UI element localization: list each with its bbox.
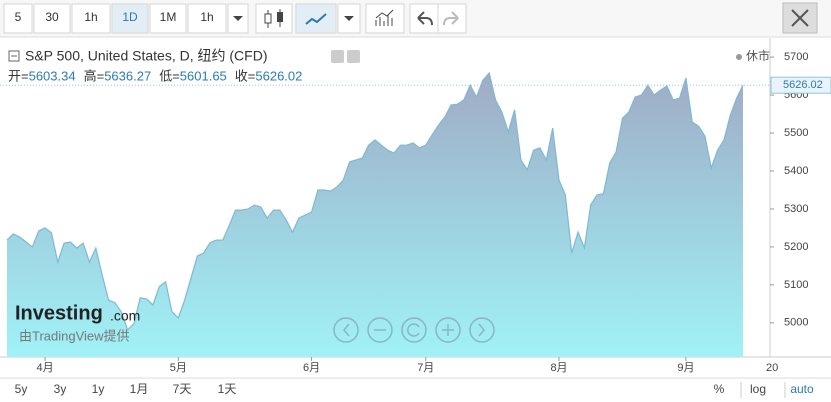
last-price-box [770, 76, 831, 94]
ohlc-value: 5601.65 [180, 68, 227, 83]
y-tick-label: 5100 [784, 279, 808, 291]
scale-option[interactable]: % [714, 382, 725, 396]
interval-label: 30 [45, 10, 59, 24]
y-tick-label: 5500 [784, 127, 808, 139]
range-button[interactable]: 7天 [173, 382, 192, 396]
zoom-in[interactable] [435, 317, 461, 343]
interval-label: 1h [84, 10, 97, 24]
last-price-label: 5626.02 [783, 79, 823, 91]
ohlc-label: 高= [84, 68, 105, 83]
ohlc-value: 5626.02 [255, 68, 302, 83]
y-tick-label: 5300 [784, 203, 808, 215]
x-tick-label: 7月 [417, 362, 434, 374]
y-tick-label: 5400 [784, 165, 808, 177]
interval-button[interactable] [187, 3, 227, 34]
y-tick-label: 5700 [784, 51, 808, 63]
indicators-button[interactable] [365, 3, 405, 34]
x-tick-label: 4月 [37, 362, 54, 374]
watermark-credit: 由TradingView提供 [19, 328, 130, 343]
ohlc-value: 5603.34 [29, 68, 76, 83]
settings-icon[interactable] [331, 50, 344, 63]
interval-label: 1M [160, 10, 177, 24]
range-button[interactable]: 1月 [130, 382, 149, 396]
y-tick-label: 5000 [784, 317, 808, 329]
x-tick-label: 5月 [170, 362, 187, 374]
scale-option[interactable]: log [750, 382, 766, 396]
interval-button[interactable] [149, 3, 187, 34]
interval-button[interactable] [111, 3, 149, 34]
area-button[interactable] [295, 3, 337, 34]
watermark-suffix: .com [110, 308, 140, 324]
zoom-out[interactable] [367, 317, 393, 343]
ohlc-value: 5636.27 [104, 68, 151, 83]
price-line [6, 71, 744, 331]
ohlc-label: 收= [235, 68, 256, 83]
x-tick-label: 20 [766, 362, 778, 374]
interval-label: 1h [200, 10, 213, 24]
x-tick-label: 6月 [303, 362, 320, 374]
interval-label: 5 [15, 10, 22, 24]
range-button[interactable]: 1y [92, 382, 105, 396]
scroll-left[interactable] [333, 317, 359, 343]
ohlc-legend: 开= 5603.34 高= 5636.27 低= 5601.65 收= 5626.02 [8, 68, 302, 83]
area-fill [7, 73, 743, 358]
x-tick-label: 9月 [677, 362, 694, 374]
scale-option[interactable]: auto [790, 382, 814, 396]
chart-title: S&P 500, United States, D, 纽约 (CFD) [25, 48, 268, 64]
bottom-toolbar: 5y 3y 1y 1月 7天 1天% log auto [15, 382, 814, 398]
reset[interactable] [401, 317, 427, 343]
range-button[interactable]: 1天 [218, 382, 237, 396]
interval-button[interactable] [71, 3, 111, 34]
nav-buttons [333, 317, 495, 343]
candles-button[interactable] [255, 3, 293, 34]
watermark-brand: Investing [15, 302, 103, 324]
settings-icon[interactable] [347, 50, 360, 63]
interval-label: 1D [122, 10, 138, 24]
scroll-right[interactable] [469, 317, 495, 343]
ohlc-label: 开= [8, 68, 29, 83]
ohlc-label: 低= [159, 68, 180, 83]
market-status: 休市 [746, 48, 770, 63]
range-button[interactable]: 3y [54, 382, 67, 396]
interval-button[interactable] [33, 3, 71, 34]
x-tick-label: 8月 [550, 362, 567, 374]
interval-button[interactable] [3, 3, 33, 34]
plot-area [6, 71, 744, 358]
y-tick-label: 5200 [784, 241, 808, 253]
range-button[interactable]: 5y [15, 382, 28, 396]
interval-group: 5 30 1h 1D 1M 1h [3, 3, 227, 34]
